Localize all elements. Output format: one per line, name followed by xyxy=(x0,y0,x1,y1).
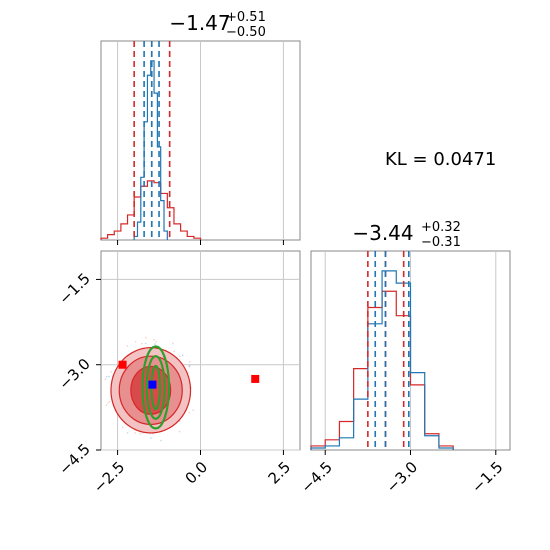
scatter-point xyxy=(179,355,181,358)
panel-top-left-quantiles xyxy=(133,41,171,240)
panel-bottom-right-title-sub: −0.31 xyxy=(421,235,461,250)
scatter-point xyxy=(188,411,191,414)
histogram-series-0 xyxy=(100,180,202,240)
scatter-point xyxy=(150,437,152,439)
scatter-point xyxy=(189,364,191,367)
panel-bottom-right: −4.5 −3.0 −1.5 −3.44 +0.32 −0.31 xyxy=(297,220,511,497)
panel-bottom-left-contours xyxy=(110,345,192,434)
scatter-point xyxy=(139,432,142,435)
scatter-point xyxy=(104,378,107,381)
panel-bottom-right-title-sup: +0.32 xyxy=(421,220,461,235)
scatter-point xyxy=(145,336,147,339)
scatter-point xyxy=(144,342,147,345)
panel-top-left: −1.47 +0.51 −0.50 xyxy=(100,10,301,245)
kl-annotation: KL = 0.0471 xyxy=(385,149,496,170)
scatter-point xyxy=(181,354,184,356)
scatter-point xyxy=(173,350,175,353)
scatter-point xyxy=(172,342,174,345)
scatter-point xyxy=(155,340,157,343)
scatter-point xyxy=(134,432,136,434)
y-tick-label: −4.5 xyxy=(55,440,93,478)
histogram-series-1 xyxy=(133,60,168,240)
red-square-marker xyxy=(118,360,127,369)
scatter-point xyxy=(105,404,108,407)
panel-bottom-right-title: −3.44 xyxy=(352,221,413,245)
scatter-point xyxy=(153,338,155,341)
scatter-point xyxy=(108,400,111,403)
green-contour-level-0 xyxy=(141,345,171,430)
scatter-point xyxy=(122,426,124,429)
scatter-point xyxy=(110,370,113,373)
scatter-point xyxy=(141,342,143,345)
panel-bottom-right-ticks: −4.5 −3.0 −1.5 xyxy=(297,450,507,497)
panel-top-left-title-value: −1.47 xyxy=(169,11,230,35)
red-square-marker xyxy=(251,374,260,383)
scatter-point xyxy=(105,375,108,378)
panel-top-left-title-sup: +0.51 xyxy=(226,10,266,25)
histogram-series-1 xyxy=(310,270,454,450)
scatter-point xyxy=(126,432,129,434)
panel-bottom-left-markers xyxy=(118,360,260,389)
scatter-point xyxy=(126,345,129,347)
panel-bottom-right-series xyxy=(310,270,454,450)
panel-top-left-title-sub: −0.50 xyxy=(226,25,266,40)
panel-top-left-ticks xyxy=(117,240,284,245)
y-tick-label: −1.5 xyxy=(55,270,93,308)
scatter-point xyxy=(154,343,156,345)
scatter-point xyxy=(107,402,109,404)
scatter-point xyxy=(189,360,191,363)
x-tick-label: −4.5 xyxy=(297,458,335,496)
panel-top-left-title: −1.47 xyxy=(169,11,230,35)
panel-bottom-right-quantiles xyxy=(367,251,410,450)
scatter-point xyxy=(160,439,162,442)
x-tick-label: −1.5 xyxy=(468,458,506,496)
green-contour-level-1 xyxy=(145,355,166,420)
y-tick-label: −3.0 xyxy=(55,355,93,393)
scatter-point xyxy=(134,341,137,343)
panel-top-left-series xyxy=(100,60,202,240)
panel-top-left-grid xyxy=(117,41,284,240)
x-tick-label: 2.5 xyxy=(265,458,295,488)
scatter-point xyxy=(188,365,191,368)
scatter-point xyxy=(178,430,181,433)
x-tick-label: −3.0 xyxy=(383,458,421,496)
x-tick-label: −2.5 xyxy=(90,458,128,496)
scatter-point xyxy=(179,420,181,422)
scatter-point xyxy=(108,375,110,378)
blue-square-marker xyxy=(148,380,157,389)
x-tick-label: 0.0 xyxy=(182,458,212,488)
panel-bottom-left: −2.5 0.0 2.5 −4.5 −3.0 −1.5 xyxy=(55,250,301,497)
scatter-point xyxy=(192,409,194,411)
